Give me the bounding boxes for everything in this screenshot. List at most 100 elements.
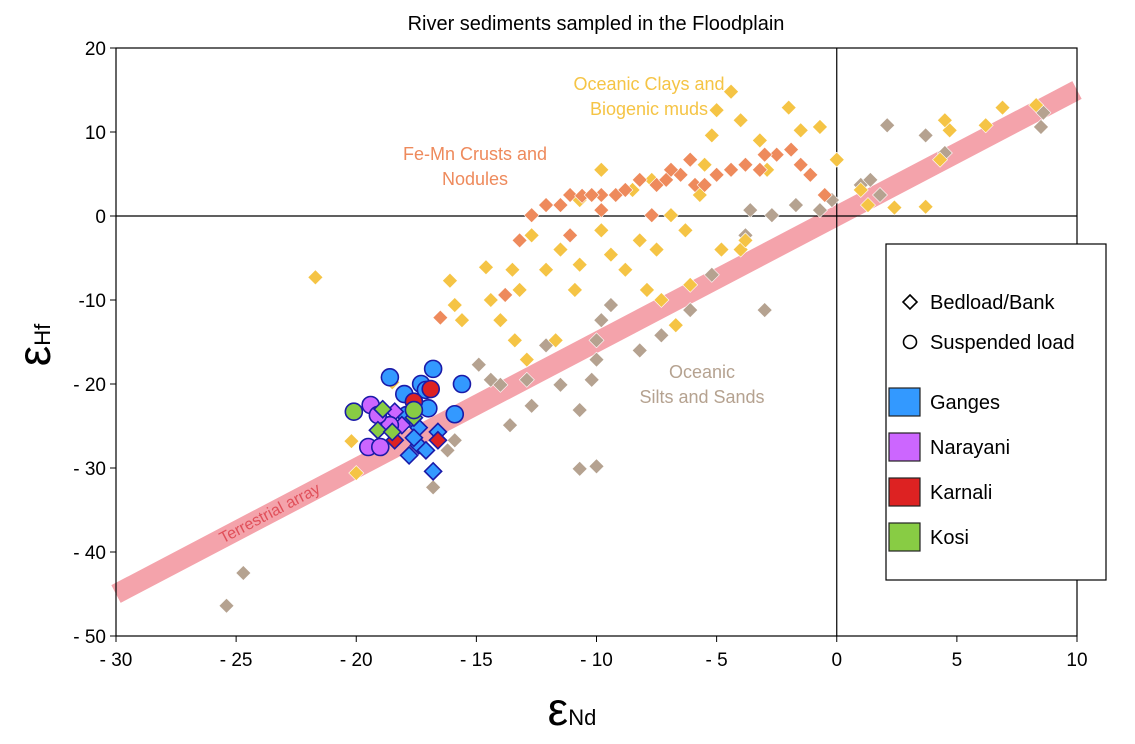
field-label: Biogenic muds [590, 99, 708, 119]
field-point [631, 232, 648, 249]
y-tick-label: -10 [79, 291, 106, 312]
field-point [653, 327, 670, 344]
field-point [470, 356, 487, 373]
field-point [780, 99, 797, 116]
legend-label: Bedload/Bank [930, 292, 1056, 314]
field-label: Silts and Sands [639, 387, 764, 407]
sample-point [445, 404, 465, 424]
field-point [682, 276, 699, 293]
field-point [751, 132, 768, 149]
y-axis-symbol: ε [8, 346, 60, 367]
y-axis-subscript: Hf [30, 323, 55, 346]
x-tick-label: 10 [1066, 650, 1087, 671]
x-tick-label: - 20 [340, 650, 373, 671]
field-label: Nodules [442, 169, 508, 189]
field-point [547, 332, 564, 349]
sample-point [344, 402, 364, 422]
field-point [792, 122, 809, 139]
field-point [593, 161, 610, 178]
field-point [663, 207, 679, 224]
field-point [631, 171, 648, 188]
x-tick-label: 0 [831, 650, 842, 671]
field-point [932, 151, 948, 168]
field-point [802, 166, 819, 183]
field-point [783, 141, 800, 158]
field-point [742, 202, 759, 219]
legend-swatch [888, 477, 921, 507]
field-point [552, 376, 569, 393]
field-point [936, 112, 953, 129]
x-tick-label: - 15 [460, 650, 493, 671]
field-label: Oceanic Clays and [573, 74, 724, 94]
field-point [571, 256, 588, 273]
sample-point [421, 379, 441, 399]
y-tick-label: - 30 [73, 459, 106, 480]
field-point [677, 222, 694, 239]
field-point [593, 222, 610, 239]
field-point [682, 302, 699, 319]
field-point [583, 187, 600, 203]
field-point [518, 351, 535, 368]
field-point [643, 207, 660, 224]
field-label: Oceanic [669, 362, 735, 382]
x-axis-symbol: ε [548, 683, 569, 735]
field-point [787, 197, 804, 214]
field-point [816, 187, 833, 203]
field-point [218, 597, 235, 614]
x-tick-label: - 5 [706, 650, 728, 671]
field-point [723, 161, 739, 178]
sample-point [452, 374, 472, 394]
field-point [653, 292, 670, 308]
field-point [538, 261, 554, 278]
field-point [602, 246, 619, 263]
field-point [446, 297, 463, 313]
legend-label: Narayani [930, 437, 1010, 459]
sample-point [368, 420, 388, 440]
field-point [442, 272, 458, 289]
field-point [879, 117, 896, 134]
sample-point [380, 367, 400, 387]
field-point [860, 197, 876, 214]
field-point [307, 269, 324, 286]
legend-marker [901, 293, 919, 311]
field-point [862, 171, 879, 188]
field-point [756, 146, 773, 163]
legend-box [885, 243, 1107, 581]
field-point [737, 156, 754, 173]
y-tick-label: 0 [95, 207, 106, 228]
field-point [583, 371, 600, 388]
field-point [639, 281, 655, 298]
field-point [588, 332, 605, 349]
field-point [828, 151, 845, 168]
legend-marker [902, 334, 918, 350]
field-point [723, 83, 739, 100]
field-point [482, 292, 499, 308]
legend-label: Karnali [930, 482, 992, 504]
y-tick-label: - 40 [73, 543, 106, 564]
x-axis-subscript: Nd [568, 705, 596, 730]
field-point [432, 309, 449, 326]
y-tick-label: - 20 [73, 375, 106, 396]
sample-point [416, 440, 436, 460]
field-point [732, 112, 749, 129]
x-tick-label: - 10 [580, 650, 613, 671]
sample-point [423, 359, 443, 379]
field-point [523, 397, 540, 414]
field-point [504, 261, 521, 278]
terrestrial-array-label: Terrestrial array [217, 480, 323, 547]
sample-point [370, 437, 390, 457]
field-point [1028, 97, 1045, 114]
field-point [667, 317, 684, 334]
field-point [602, 297, 619, 313]
field-point [425, 479, 442, 496]
sample-point [428, 430, 448, 450]
field-point [682, 151, 699, 168]
y-tick-label: 10 [85, 123, 106, 144]
legend-swatch [888, 522, 921, 552]
legend-swatch [888, 432, 921, 462]
field-point [792, 156, 809, 173]
field-point [552, 241, 569, 258]
field-point [478, 259, 494, 276]
field-point [977, 117, 994, 134]
